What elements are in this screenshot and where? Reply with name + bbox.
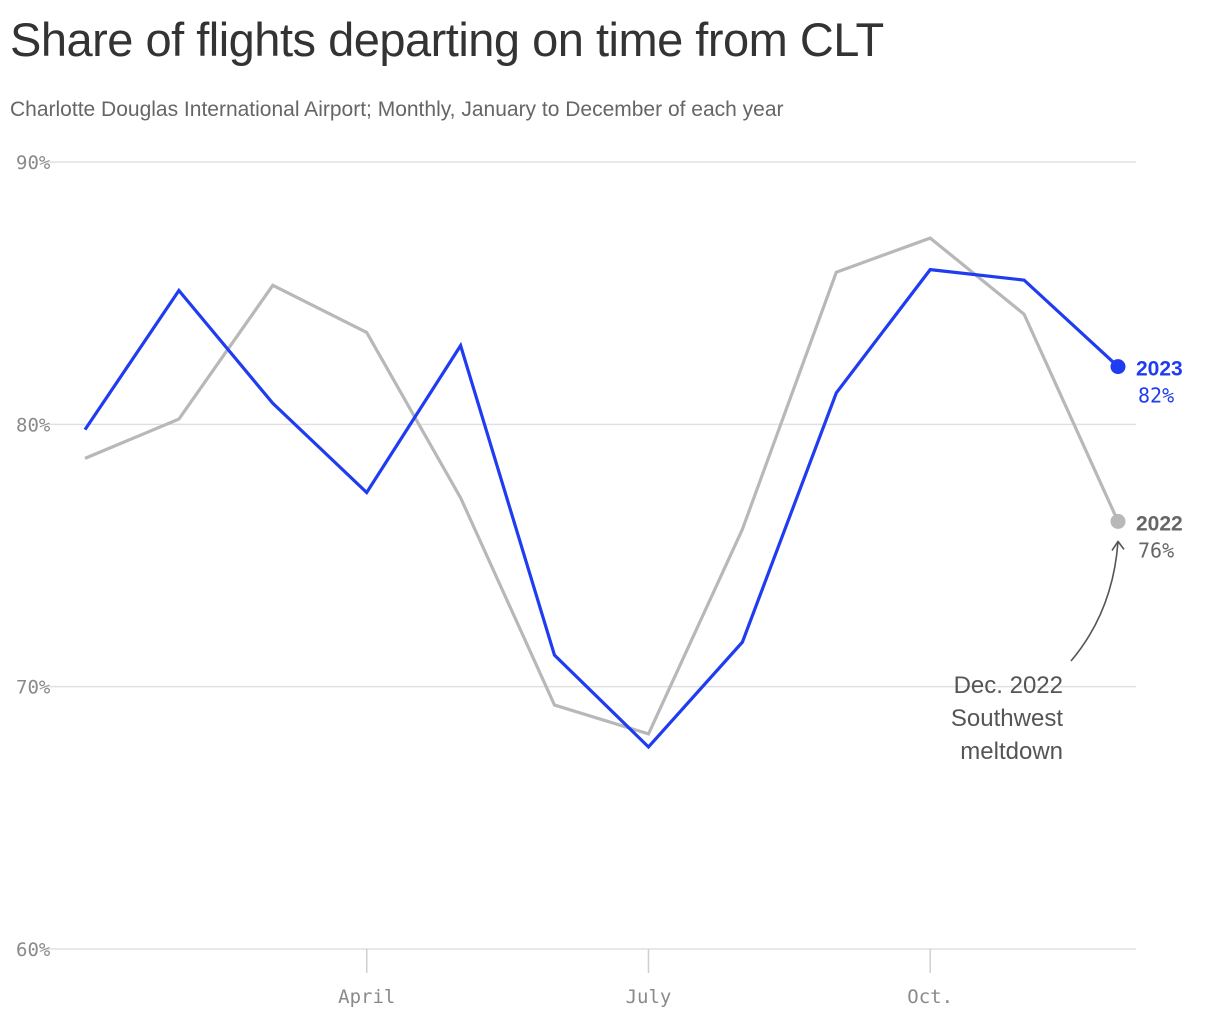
y-tick-label: 90% — [16, 152, 51, 174]
x-axis-ticks: April July Oct. — [338, 949, 953, 1008]
annotation-text-line: Southwest — [951, 705, 1063, 732]
annotation-arrowhead — [1111, 540, 1125, 551]
chart-title: Share of flights departing on time from … — [10, 13, 884, 66]
series-line-2023 — [83, 267, 1120, 750]
x-tick-label: April — [338, 986, 395, 1008]
annotation: Dec. 2022 Southwest meltdown — [951, 540, 1125, 765]
series-line-2022 — [84, 236, 1120, 736]
end-label-year-2023: 2023 — [1136, 358, 1183, 381]
end-label-value-2023: 82% — [1138, 384, 1174, 408]
grid-lines — [44, 161, 1136, 950]
end-marker-2022 — [1110, 513, 1126, 529]
end-marker-2023 — [1110, 359, 1126, 375]
x-tick-label: July — [626, 986, 672, 1008]
annotation-text-line: meltdown — [960, 738, 1063, 765]
y-tick-label: 70% — [16, 677, 51, 699]
y-tick-label: 60% — [16, 939, 51, 961]
y-tick-label: 80% — [16, 414, 51, 436]
annotation-arrow — [1070, 541, 1119, 662]
annotation-text-line: Dec. 2022 — [954, 672, 1063, 699]
series-lines — [83, 236, 1120, 750]
end-labels: 2022 76% 2023 82% — [1110, 358, 1183, 562]
y-axis-ticks: 60% 70% 80% 90% — [16, 152, 51, 961]
end-label-value-2022: 76% — [1138, 538, 1174, 562]
chart-subtitle: Charlotte Douglas International Airport;… — [10, 98, 784, 121]
x-tick-label: Oct. — [907, 986, 953, 1008]
end-label-year-2022: 2022 — [1136, 512, 1183, 535]
